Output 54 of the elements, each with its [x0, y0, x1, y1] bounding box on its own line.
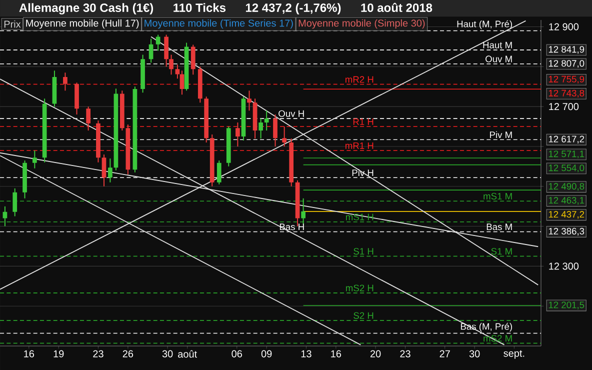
text: 10 août 2018 — [361, 2, 432, 12]
annotation: Bas H — [280, 224, 304, 230]
annotation: Moyenne mobile (Simple 30) — [298, 19, 425, 29]
annotation: Bas M — [486, 224, 512, 230]
annotation: mS1 M — [484, 192, 512, 200]
annotation: R1 H — [353, 118, 374, 125]
ref-line-label: 12 571,1 — [548, 150, 584, 158]
annotation: Piv M — [490, 131, 512, 138]
annotation: mS2 H — [346, 284, 374, 292]
x-tick-label: 13 — [301, 350, 312, 358]
text: 12 437,2 (-1,76%) — [246, 3, 341, 14]
annotation: S1 M — [491, 248, 512, 255]
annotation: Piv H — [352, 169, 374, 176]
annotation: Ouv M — [486, 56, 512, 62]
annotation: Moyenne mobile (Hull 17) — [26, 19, 139, 29]
ref-line-label: 12 841,9 — [548, 46, 584, 54]
x-tick-label: août — [178, 350, 197, 358]
x-tick-label: 26 — [122, 350, 134, 358]
x-tick-label: 16 — [331, 350, 342, 358]
x-tick-label: 06 — [232, 350, 242, 358]
text: 110 Ticks — [174, 3, 226, 12]
x-tick-label: 23 — [93, 350, 104, 358]
x-tick-label: 30 — [162, 350, 173, 358]
annotation: Prix — [4, 20, 21, 28]
x-tick-label: sept. — [504, 350, 524, 359]
x-tick-label: 16 — [24, 350, 34, 358]
y-tick-label: 12 300 — [549, 262, 579, 270]
annotation: S1 H — [354, 248, 374, 255]
x-tick-label: 23 — [400, 350, 410, 358]
annotation: S2 H — [354, 312, 374, 319]
ref-line-label: 12 437,2 — [548, 211, 584, 219]
ref-line-label: 12 490,8 — [548, 183, 584, 191]
x-tick-label: 09 — [261, 350, 272, 358]
annotation: mR2 H — [346, 76, 374, 83]
ref-line-label: 12 386,3 — [548, 228, 584, 236]
x-tick-label: 20 — [370, 350, 381, 358]
y-tick-label: 12 900 — [549, 23, 579, 30]
annotation: Moyenne mobile (Time Series 17) — [144, 19, 293, 29]
ref-line-label: 12 463,1 — [548, 197, 584, 205]
ref-line-label: 12 743,8 — [548, 90, 584, 98]
annotation: mR1 H — [346, 142, 374, 149]
annotation: Haut (M, Pré) — [457, 20, 512, 30]
ref-line-label: 12 201,5 — [548, 302, 584, 310]
y-tick-label: 12 700 — [549, 103, 579, 110]
chart-title: Allemagne 30 Cash (1€) — [19, 3, 154, 14]
x-tick-label: 19 — [54, 350, 64, 358]
annotation: Ouv H — [278, 110, 304, 117]
ref-line-label: 12 755,9 — [548, 76, 584, 84]
x-tick-label: 27 — [440, 350, 450, 358]
ref-line-label: 12 617,2 — [548, 136, 584, 144]
ref-line-label: 12 554,0 — [548, 164, 584, 172]
x-tick-label: 30 — [469, 350, 480, 358]
ref-line-label: 12 807,0 — [548, 60, 584, 68]
annotation: Haut M — [483, 42, 512, 48]
